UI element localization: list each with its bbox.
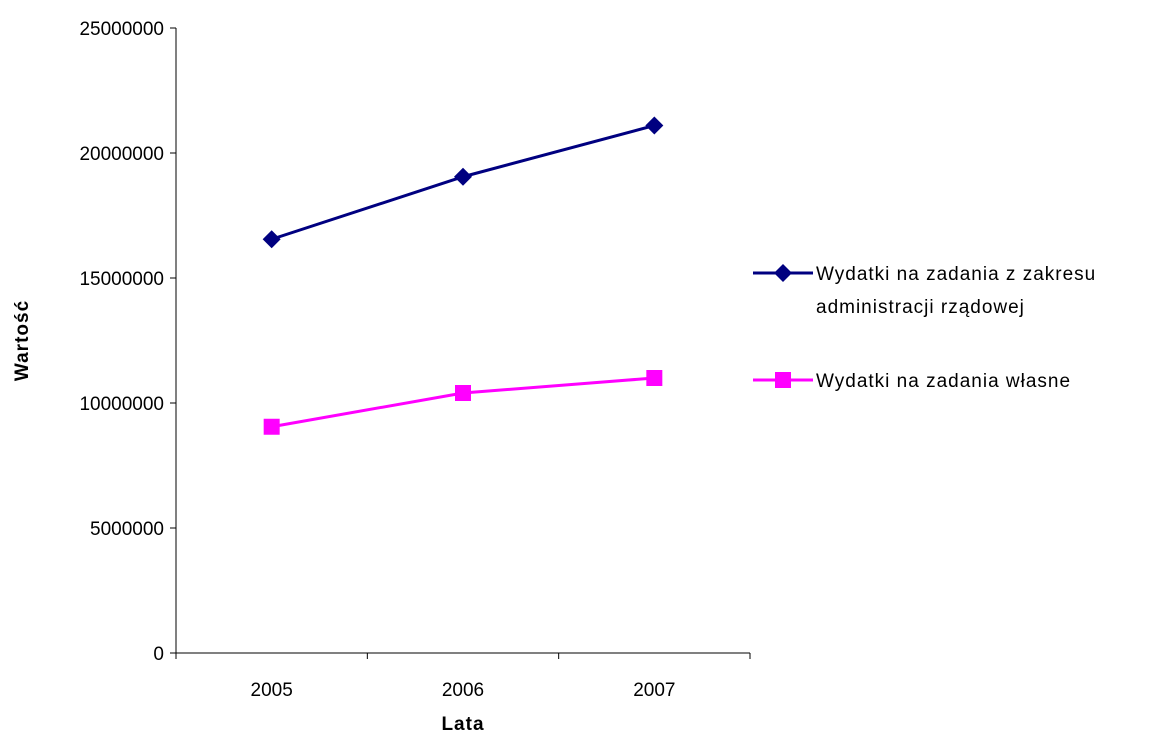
data-point: [455, 385, 471, 401]
series-1: [262, 116, 664, 249]
legend-swatch-marker: [775, 372, 791, 388]
y-axis-title: Wartość: [12, 300, 33, 381]
legend-entry-2: Wydatki na zadania własne: [753, 371, 1071, 392]
x-axis-ticks: 2005 2006 2007: [175, 653, 751, 701]
x-tick-label: 2007: [633, 680, 675, 701]
x-tick-label: 2005: [251, 680, 293, 701]
y-tick-label: 25000000: [79, 19, 164, 40]
data-point: [646, 370, 663, 386]
legend-swatch-marker: [774, 264, 792, 282]
data-point: [262, 230, 281, 249]
data-point: [454, 167, 472, 186]
y-tick-label: 20000000: [79, 144, 164, 165]
legend-label: Wydatki na zadania własne: [816, 371, 1071, 392]
y-tick-label: 5000000: [90, 519, 164, 540]
legend-label: administracji rządowej: [816, 297, 1025, 318]
y-tick-label: 10000000: [79, 394, 164, 415]
legend: Wydatki na zadania z zakresu administracj…: [753, 264, 1096, 392]
y-tick-label: 15000000: [79, 269, 164, 290]
legend-label: Wydatki na zadania z zakresu: [816, 264, 1096, 285]
y-tick-label: 0: [153, 644, 164, 665]
x-axis-title: Lata: [441, 714, 484, 735]
legend-entry-1: Wydatki na zadania z zakresu administracj…: [753, 264, 1096, 318]
data-point: [645, 116, 664, 135]
series-layer: [262, 116, 664, 435]
series-2: [263, 370, 663, 435]
y-axis-ticks: 0 5000000 10000000 15000000 20000000 25000000: [79, 19, 176, 665]
x-tick-label: 2006: [442, 680, 484, 701]
data-point: [263, 418, 280, 435]
